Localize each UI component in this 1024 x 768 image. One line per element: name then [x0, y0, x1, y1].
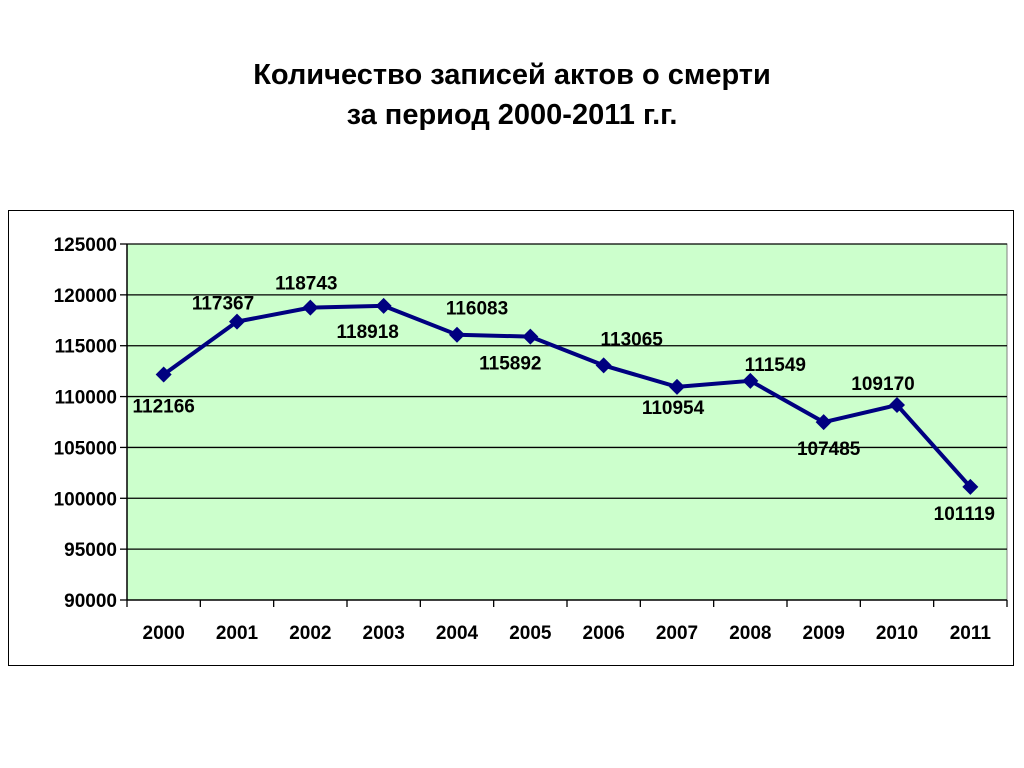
chart-title: Количество записей актов о смерти за пер…	[0, 55, 1024, 135]
data-label: 115892	[479, 354, 541, 375]
data-label: 112166	[132, 397, 194, 418]
data-label: 116083	[446, 299, 508, 320]
plot-area	[126, 243, 1008, 601]
data-point	[155, 366, 172, 383]
x-tick-label: 2005	[509, 623, 552, 644]
data-label: 113065	[600, 329, 663, 350]
data-point	[962, 478, 979, 495]
x-tick-label: 2000	[143, 623, 185, 644]
data-point	[889, 397, 905, 414]
y-tick-label: 115000	[55, 337, 117, 358]
x-tick-label: 2010	[876, 623, 918, 644]
data-point	[742, 372, 759, 389]
x-tick-label: 2004	[436, 623, 479, 644]
data-point	[522, 328, 539, 345]
chart-title-line-2: за период 2000-2011 г.г.	[346, 99, 678, 131]
data-point	[375, 297, 392, 314]
x-tick-label: 2002	[289, 623, 331, 644]
data-label: 118743	[275, 274, 337, 295]
data-point	[595, 357, 612, 374]
x-tick-label: 2007	[656, 623, 698, 644]
data-label: 109170	[851, 374, 914, 395]
y-tick-label: 105000	[54, 438, 117, 459]
x-tick-label: 2006	[583, 623, 625, 644]
x-tick-label: 2008	[729, 623, 771, 644]
data-point	[815, 414, 832, 431]
y-tick-label: 95000	[64, 540, 117, 561]
y-tick-label: 120000	[54, 286, 117, 307]
data-point	[449, 326, 465, 343]
data-label: 110954	[642, 398, 705, 419]
data-label: 118918	[336, 322, 398, 343]
series-line	[162, 303, 972, 489]
data-label: 101119	[934, 504, 995, 525]
data-label: 117367	[192, 294, 254, 315]
data-point	[229, 313, 245, 330]
y-tick-label: 100000	[54, 489, 117, 510]
data-label: 107485	[797, 439, 861, 460]
x-tick-label: 2011	[950, 623, 992, 644]
y-tick-label: 125000	[54, 235, 117, 256]
data-point	[669, 378, 685, 395]
data-label: 111549	[745, 355, 806, 376]
x-tick-label: 2003	[363, 623, 405, 644]
y-tick-label: 110000	[55, 388, 117, 409]
chart-title-line-1: Количество записей актов о смерти	[253, 59, 771, 91]
x-tick-label: 2001	[216, 623, 259, 644]
x-tick-label: 2009	[803, 623, 845, 644]
y-tick-label: 90000	[64, 591, 117, 612]
data-point	[302, 299, 319, 316]
